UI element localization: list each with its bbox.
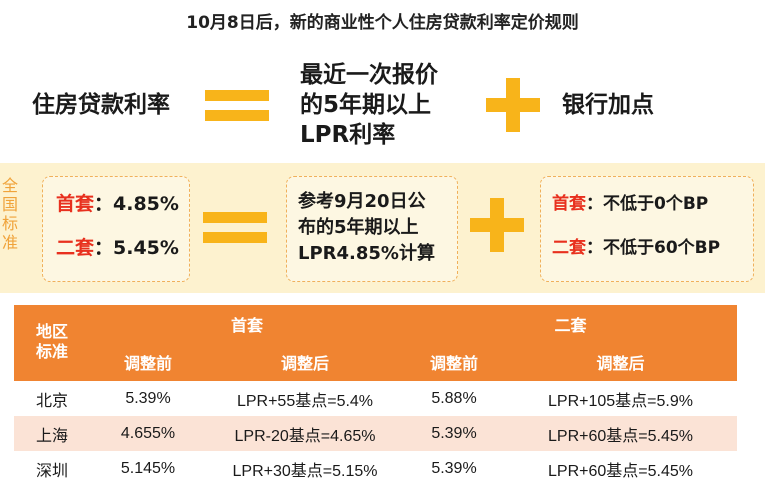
- table-cell: 4.655%: [90, 416, 206, 451]
- formula-middle-line: 的5年期以上: [300, 92, 432, 118]
- standard-right-box: 首套：不低于0个BP 二套：不低于60个BP: [540, 176, 754, 282]
- table-row: 上海 4.655% LPR-20基点=4.65% 5.39% LPR+60基点=…: [14, 416, 737, 451]
- table-cell: LPR+60基点=5.45%: [504, 416, 737, 451]
- second-home-markup: ：不低于60个BP: [586, 238, 721, 258]
- region-header: 地区标准: [14, 305, 90, 381]
- table-cell: LPR+105基点=5.9%: [504, 381, 737, 416]
- standard-middle-line: 布的5年期以上: [298, 217, 419, 238]
- first-home-label: 首套: [552, 194, 586, 214]
- plus-icon: [486, 78, 540, 132]
- formula-middle-line: LPR利率: [300, 122, 396, 148]
- equals-icon: [205, 88, 269, 124]
- table-cell: 深圳: [14, 451, 90, 486]
- plus-icon: [470, 198, 524, 252]
- table-cell: 北京: [14, 381, 90, 416]
- formula-right: 银行加点: [562, 92, 654, 118]
- formula-middle-line: 最近一次报价: [300, 62, 438, 88]
- table-cell: 5.39%: [404, 451, 504, 486]
- table-cell: 5.39%: [404, 416, 504, 451]
- standard-middle-box: 参考9月20日公 布的5年期以上 LPR4.85%计算: [286, 176, 458, 282]
- table-cell: LPR+30基点=5.15%: [206, 451, 404, 486]
- table-cell: 5.39%: [90, 381, 206, 416]
- standard-left-box: 首套：4.85% 二套：5.45%: [42, 176, 190, 282]
- second-home-label: 二套: [56, 237, 95, 259]
- sub-header: 调整后: [504, 343, 737, 381]
- first-home-label: 首套: [56, 193, 95, 215]
- standard-middle-line: 参考9月20日公: [298, 191, 426, 212]
- sub-header: 调整后: [206, 343, 404, 381]
- first-home-rate: ：4.85%: [94, 193, 179, 215]
- side-label: 全国标准: [2, 176, 19, 252]
- table-cell: 上海: [14, 416, 90, 451]
- table-cell: LPR+55基点=5.4%: [206, 381, 404, 416]
- formula-left: 住房贷款利率: [32, 92, 170, 118]
- table-cell: LPR-20基点=4.65%: [206, 416, 404, 451]
- second-home-rate: ：5.45%: [94, 237, 179, 259]
- page-title: 10月8日后，新的商业性个人住房贷款利率定价规则: [186, 13, 579, 33]
- equals-icon: [203, 210, 267, 244]
- second-home-label: 二套: [552, 238, 586, 258]
- formula-middle: 最近一次报价 的5年期以上 LPR利率: [300, 60, 438, 150]
- table-row: 北京 5.39% LPR+55基点=5.4% 5.88% LPR+105基点=5…: [14, 381, 737, 416]
- table-cell: 5.88%: [404, 381, 504, 416]
- group-header-first: 首套: [90, 305, 404, 343]
- sub-header: 调整前: [90, 343, 206, 381]
- group-header-second: 二套: [404, 305, 737, 343]
- standard-middle-line: LPR4.85%计算: [298, 243, 435, 264]
- table-cell: LPR+60基点=5.45%: [504, 451, 737, 486]
- sub-header: 调整前: [404, 343, 504, 381]
- first-home-markup: ：不低于0个BP: [586, 194, 709, 214]
- table-cell: 5.145%: [90, 451, 206, 486]
- table-row: 深圳 5.145% LPR+30基点=5.15% 5.39% LPR+60基点=…: [14, 451, 737, 486]
- rate-table: 地区标准 首套 二套 调整前 调整后 调整前 调整后 北京 5.39% LPR+…: [14, 305, 737, 486]
